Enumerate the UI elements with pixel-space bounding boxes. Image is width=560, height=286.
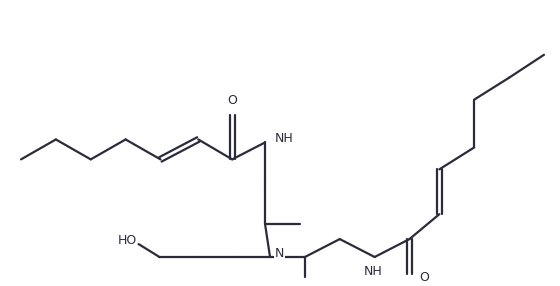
Text: HO: HO <box>117 234 137 247</box>
Text: N: N <box>275 247 284 259</box>
Text: NH: NH <box>363 265 382 278</box>
Text: NH: NH <box>275 132 294 145</box>
Text: O: O <box>419 271 430 284</box>
Text: O: O <box>227 94 237 107</box>
